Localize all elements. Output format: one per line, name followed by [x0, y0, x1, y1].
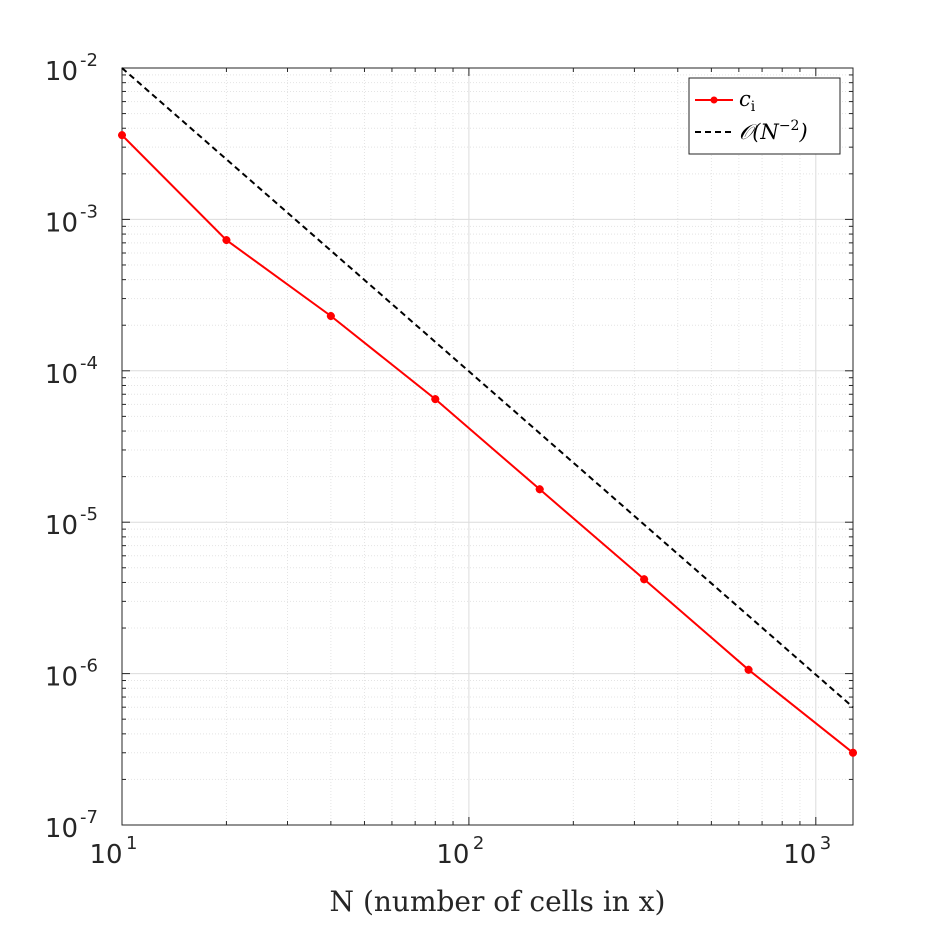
legend: ci 𝒪(N−2) [688, 77, 841, 155]
y-tick-label: 10 [45, 360, 78, 390]
x-tick-exponent: 2 [473, 833, 484, 854]
data-point-marker [535, 485, 544, 494]
y-tick-label: 10 [45, 814, 78, 844]
y-tick-label: 10 [45, 511, 78, 541]
legend-label: ci [739, 87, 756, 115]
y-tick-label: 10 [45, 57, 78, 87]
data-point-marker [431, 395, 440, 404]
y-tick-label: 10 [45, 663, 78, 693]
y-tick-exponent: -6 [80, 656, 98, 677]
data-point-marker [222, 236, 231, 245]
ticks: 10 1 10 2 10 310 -210 -310 -410 -510 -610 -7 [45, 50, 853, 870]
series [118, 67, 857, 757]
legend-label: 𝒪(N−2) [739, 118, 808, 144]
x-tick-label: 10 [783, 840, 816, 870]
series-line-0 [121, 134, 854, 754]
plot-area [122, 68, 853, 825]
y-tick-label: 10 [45, 208, 78, 238]
data-point-marker [326, 312, 335, 321]
data-point-marker [118, 131, 126, 140]
legend-swatch-marker [710, 96, 718, 104]
x-tick-exponent: 3 [820, 833, 831, 854]
y-tick-exponent: -5 [80, 504, 98, 525]
x-tick-label: 10 [89, 840, 122, 870]
plot-frame [121, 67, 854, 826]
legend-box [688, 77, 841, 155]
data-point-marker [640, 575, 649, 584]
x-tick-exponent: 1 [126, 833, 137, 854]
x-tick-label: 10 [436, 840, 469, 870]
series-line-1 [121, 67, 854, 708]
y-tick-exponent: -2 [80, 50, 98, 71]
data-point-marker [744, 665, 753, 674]
data-point-marker [849, 748, 857, 757]
y-tick-exponent: -7 [80, 807, 98, 828]
y-tick-exponent: -3 [80, 201, 98, 222]
y-tick-exponent: -4 [80, 353, 98, 374]
x-axis-title: N (number of cells in x) [330, 885, 666, 918]
